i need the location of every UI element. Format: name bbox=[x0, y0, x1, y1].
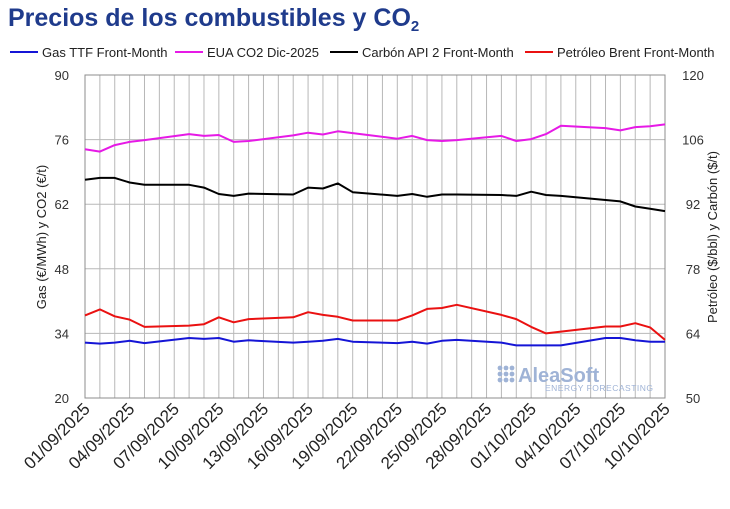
legend-label: Petróleo Brent Front-Month bbox=[557, 45, 715, 60]
chart-title-subscript: 2 bbox=[410, 18, 420, 35]
y-left-tick-label: 90 bbox=[55, 68, 69, 83]
plot-area-border bbox=[84, 74, 666, 399]
chart-title-main: Precios de los combustibles y CO bbox=[8, 4, 411, 32]
y-right-tick-label: 64 bbox=[686, 326, 700, 341]
y-left-tick-label: 34 bbox=[55, 326, 69, 341]
y-axis-right-label: Petróleo ($/bbl) y Carbón ($/t) bbox=[705, 151, 720, 323]
y-right-tick-label: 106 bbox=[682, 133, 704, 148]
logo-brand-text: AleaSoft bbox=[518, 365, 599, 387]
y-left-tick-label: 76 bbox=[55, 133, 69, 148]
chart-title: Precios de los combustibles y CO2 bbox=[8, 4, 419, 35]
y-axis-left-label: Gas (€/MWh) y CO2 (€/t) bbox=[34, 165, 49, 309]
legend-label: Gas TTF Front-Month bbox=[42, 45, 167, 60]
series-line-eua-co2-dic-2025 bbox=[84, 123, 666, 153]
series-layer bbox=[84, 123, 666, 347]
legend-item-gas-ttf-front-month: Gas TTF Front-Month bbox=[10, 45, 167, 60]
right-axis-ticks: 50 64 78 92 106 120 bbox=[682, 68, 704, 406]
series-line-gas-ttf-front-month bbox=[84, 337, 665, 347]
chart-legend: Gas TTF Front-Month EUA CO2 Dic-2025 Carbó… bbox=[10, 45, 715, 60]
y-left-tick-label: 48 bbox=[55, 262, 69, 277]
series-line-carbon-api-2-front-month bbox=[84, 176, 666, 213]
y-right-tick-label: 120 bbox=[682, 68, 704, 83]
legend-label: Carbón API 2 Front-Month bbox=[362, 45, 514, 60]
logo-dots-icon bbox=[497, 365, 515, 383]
legend-item-eua-co2-dic-2025: EUA CO2 Dic-2025 bbox=[175, 45, 319, 60]
legend-item-petroleo-brent-front-month: Petróleo Brent Front-Month bbox=[525, 45, 715, 60]
vertical-gridlines bbox=[99, 75, 651, 398]
y-left-tick-label: 20 bbox=[55, 391, 69, 406]
x-axis-ticks: 01/09/202504/09/202507/09/202510/09/2025… bbox=[20, 399, 674, 473]
y-left-tick-label: 62 bbox=[55, 197, 69, 212]
aleasoft-logo: AleaSoft ENERGY FORECASTING bbox=[497, 365, 654, 393]
y-right-tick-label: 50 bbox=[686, 391, 700, 406]
y-right-tick-label: 78 bbox=[686, 262, 700, 277]
y-right-tick-label: 92 bbox=[686, 197, 700, 212]
legend-item-carbon-api-2-front-month: Carbón API 2 Front-Month bbox=[330, 45, 514, 60]
series-line-petroleo-brent-front-month bbox=[84, 303, 666, 341]
horizontal-gridlines bbox=[85, 74, 665, 399]
left-axis-ticks: 20 34 48 62 76 90 bbox=[55, 68, 69, 406]
logo-tagline-text: ENERGY FORECASTING bbox=[545, 383, 654, 393]
legend-label: EUA CO2 Dic-2025 bbox=[207, 45, 319, 60]
